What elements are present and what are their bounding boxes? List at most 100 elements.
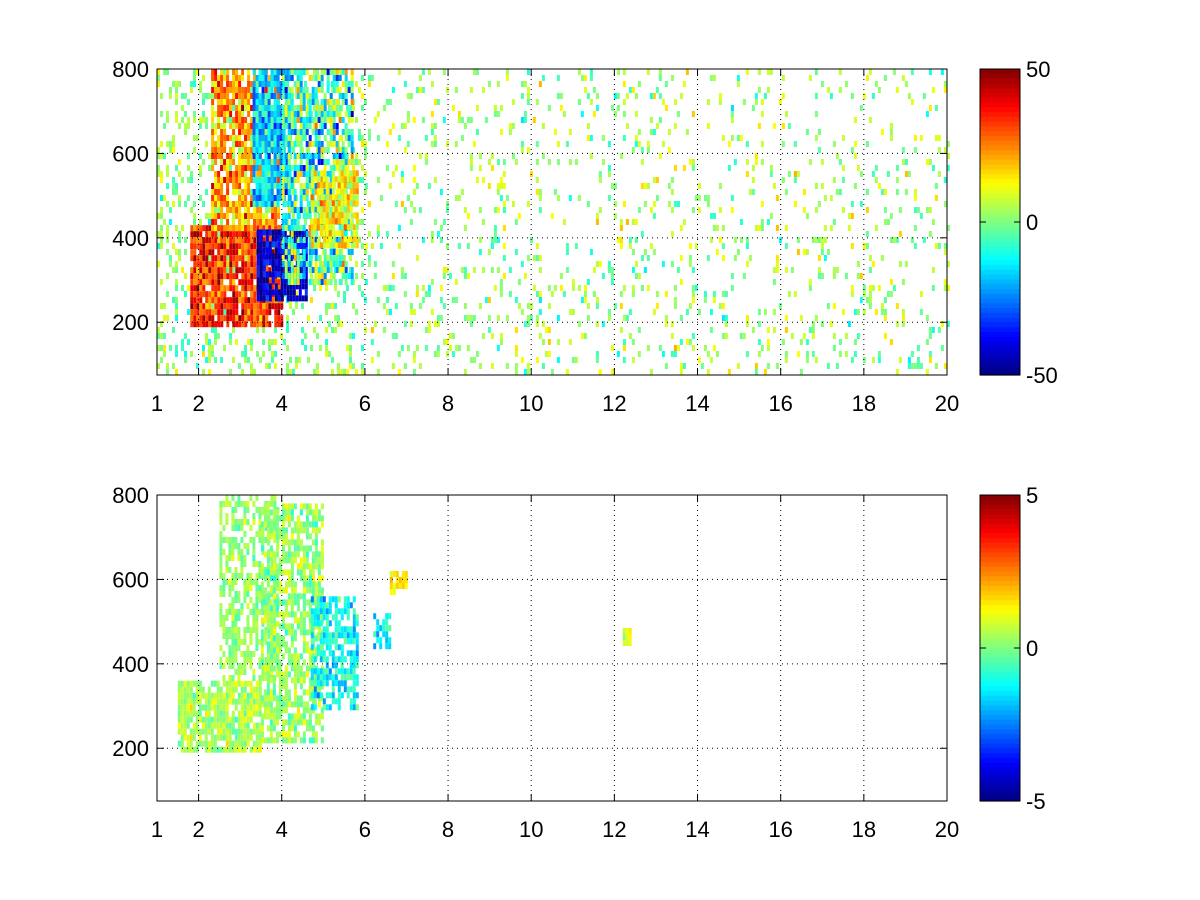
heatmap-cell-top-r3 (214, 213, 218, 219)
heatmap-cell-top-r2 (202, 255, 206, 262)
heatmap-cell-top-r1 (853, 339, 857, 345)
heatmap-cell-top-r1 (583, 297, 587, 303)
heatmap-cell-top-r7 (322, 182, 326, 189)
heatmap-cell-top-r6 (350, 249, 354, 255)
heatmap-cell-top-r4 (268, 271, 272, 278)
heatmap-cell-top-r0 (160, 333, 163, 339)
heatmap-cell-top-r6 (350, 129, 354, 135)
heatmap-cell-top-r3 (241, 159, 245, 165)
heatmap-cell-top-r1 (739, 135, 743, 141)
heatmap-cell-top-r0 (175, 87, 178, 93)
heatmap-cell-top-r1 (943, 177, 947, 183)
heatmap-cell-top-r0 (337, 291, 340, 297)
heatmap-cell-top-r1 (850, 357, 854, 363)
heatmap-cell-top-r7 (352, 242, 356, 249)
heatmap-cell-top-r6 (350, 147, 354, 153)
heatmap-cell-bottom-r2 (260, 719, 264, 726)
heatmap-cell-top-r1 (499, 285, 503, 291)
heatmap-cell-bottom-r1 (276, 597, 280, 603)
heatmap-cell-top-r3 (238, 207, 242, 213)
heatmap-cell-top-r3 (247, 177, 251, 183)
heatmap-cell-top-r0 (181, 105, 184, 111)
heatmap-cell-top-r1 (940, 345, 944, 351)
heatmap-cell-top-r0 (349, 345, 352, 351)
heatmap-cell-top-r3 (265, 225, 269, 231)
heatmap-cell-top-r1 (832, 333, 836, 339)
heatmap-cell-top-r1 (460, 135, 464, 141)
heatmap-cell-top-r5 (270, 147, 274, 153)
heatmap-cell-bottom-r0 (225, 704, 229, 711)
heatmap-cell-top-r1 (622, 111, 626, 117)
heatmap-cell-top-r1 (661, 99, 665, 105)
heatmap-cell-top-r1 (862, 309, 866, 315)
heatmap-cell-top-r6 (290, 279, 294, 285)
heatmap-cell-top-r1 (715, 351, 719, 357)
heatmap-cell-bottom-r0 (258, 734, 262, 741)
heatmap-cell-top-r0 (331, 81, 334, 87)
heatmap-cell-top-r6 (302, 243, 306, 249)
heatmap-cell-top-r0 (355, 309, 358, 315)
heatmap-cell-top-r2 (232, 315, 236, 322)
heatmap-cell-bottom-r0 (189, 746, 193, 753)
heatmap-cell-top-r0 (244, 357, 247, 363)
heatmap-cell-bottom-r1 (234, 519, 238, 525)
heatmap-cell-bottom-r1 (219, 531, 223, 537)
heatmap-cell-top-r1 (766, 327, 770, 333)
heatmap-cell-top-r2 (274, 309, 278, 316)
heatmap-cell-bottom-r0 (222, 704, 226, 711)
heatmap-cell-top-r1 (556, 315, 560, 321)
heatmap-cell-top-r1 (499, 129, 503, 135)
heatmap-cell-top-r3 (211, 141, 215, 147)
heatmap-cell-top-r3 (223, 195, 227, 201)
heatmap-cell-top-r2 (235, 249, 239, 256)
heatmap-cell-top-r6 (281, 69, 285, 75)
heatmap-cell-top-r1 (796, 171, 800, 177)
heatmap-cell-top-r1 (622, 135, 626, 141)
heatmap-cell-top-r1 (634, 261, 638, 267)
heatmap-cell-top-r2 (235, 321, 239, 328)
heatmap-cell-top-r1 (595, 357, 599, 363)
heatmap-cell-bottom-r1 (228, 609, 232, 615)
heatmap-cell-bottom-r1 (240, 525, 244, 531)
heatmap-cell-top-r6 (317, 201, 321, 207)
heatmap-cell-top-r1 (943, 201, 947, 207)
heatmap-cell-bottom-r1 (249, 573, 253, 579)
heatmap-cell-top-r1 (826, 303, 830, 309)
heatmap-cell-top-r1 (670, 333, 674, 339)
heatmap-cell-top-r2 (211, 291, 215, 298)
heatmap-cell-top-r1 (877, 183, 881, 189)
heatmap-cell-bottom-r0 (237, 716, 241, 723)
heatmap-cell-top-r4 (292, 283, 296, 290)
heatmap-cell-top-r1 (739, 219, 743, 225)
heatmap-cell-bottom-r1 (255, 585, 259, 591)
heatmap-cell-top-r7 (340, 170, 344, 177)
heatmap-cell-bottom-r1 (264, 675, 268, 681)
heatmap-cell-top-r7 (337, 194, 341, 201)
heatmap-cell-top-r4 (259, 259, 263, 266)
heatmap-cell-top-r1 (814, 93, 818, 99)
heatmap-cell-bottom-r0 (180, 716, 184, 723)
heatmap-cell-bottom-r2 (260, 629, 264, 636)
heatmap-cell-top-r7 (352, 236, 356, 243)
heatmap-cell-top-r1 (736, 75, 740, 81)
heatmap-cell-top-r3 (229, 105, 233, 111)
heatmap-cell-top-r1 (676, 267, 680, 273)
heatmap-cell-top-r3 (259, 171, 263, 177)
heatmap-cell-top-r4 (271, 265, 275, 272)
heatmap-cell-bottom-r1 (240, 555, 244, 561)
heatmap-cell-top-r7 (337, 212, 341, 219)
heatmap-cell-top-r0 (175, 249, 178, 255)
heatmap-cell-top-r1 (676, 345, 680, 351)
heatmap-cell-top-r7 (343, 242, 347, 249)
heatmap-cell-top-r6 (341, 261, 345, 267)
heatmap-cell-top-r6 (314, 153, 318, 159)
heatmap-cell-bottom-r1 (276, 585, 280, 591)
heatmap-cell-top-r2 (205, 255, 209, 262)
heatmap-cell-top-r0 (175, 99, 178, 105)
heatmap-cell-top-r3 (214, 171, 218, 177)
heatmap-cell-top-r6 (338, 135, 342, 141)
heatmap-cell-top-r3 (241, 129, 245, 135)
heatmap-cell-top-r3 (247, 87, 251, 93)
colorbar-tick-label-top: -50 (1026, 363, 1058, 388)
